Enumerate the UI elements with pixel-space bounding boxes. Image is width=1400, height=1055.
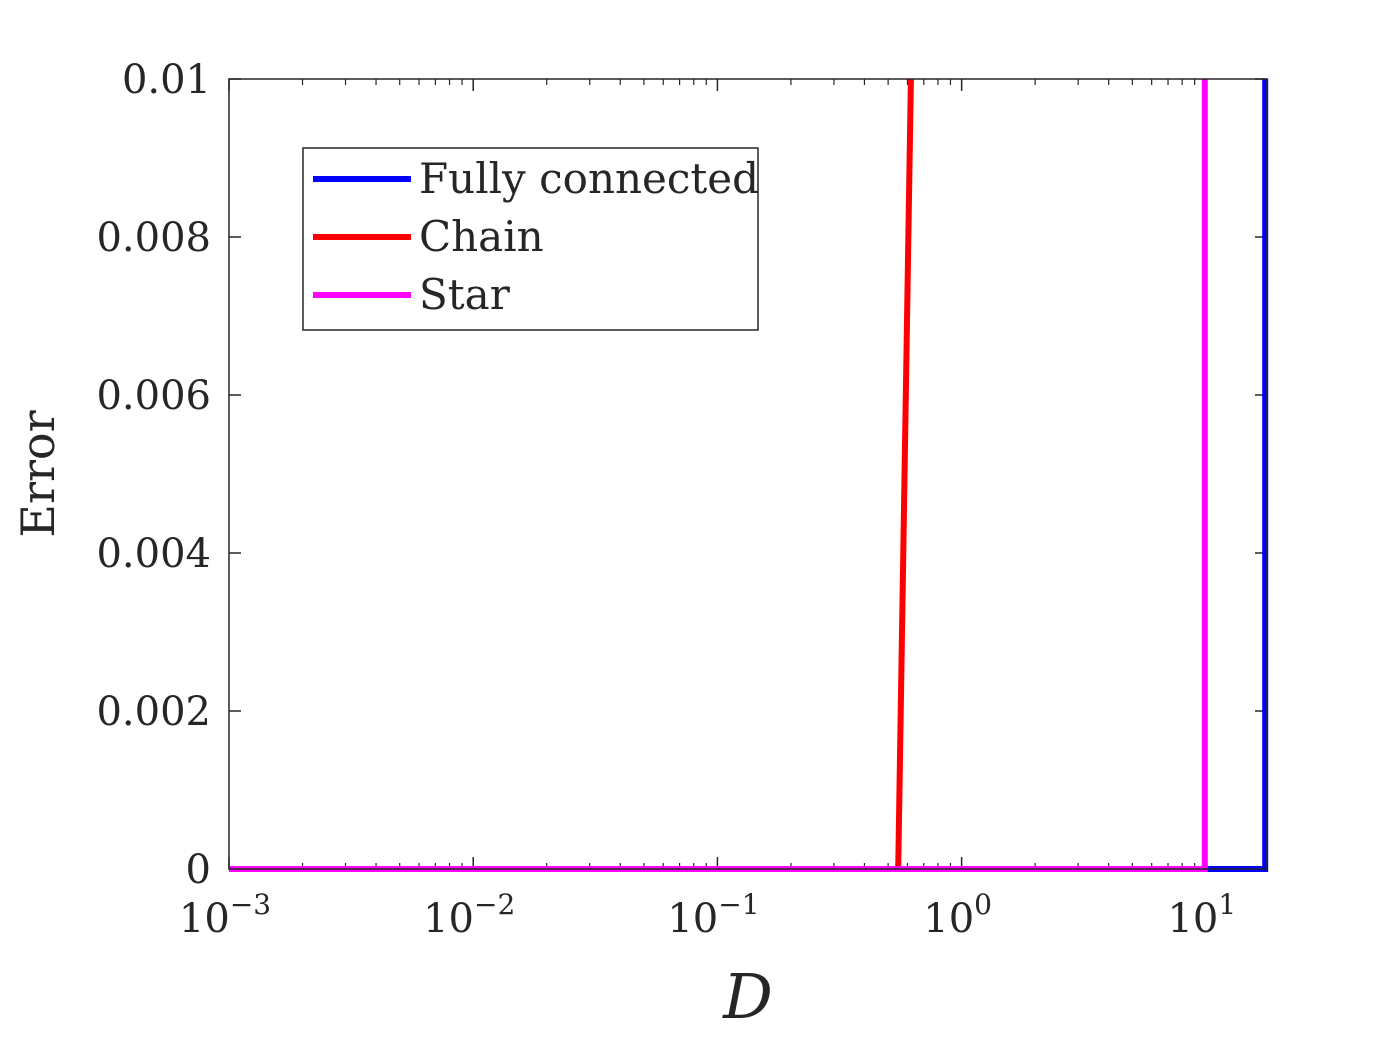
x-tick-base: 10 [667, 896, 718, 942]
axes-box [228, 78, 1268, 870]
y-tick-label: 0 [186, 847, 211, 893]
x-tick-label: 10−3 [179, 888, 271, 942]
x-tick-exponent: −2 [474, 888, 515, 921]
x-tick-exponent: 1 [1218, 888, 1236, 921]
y-axis-label: Error [11, 410, 65, 537]
legend-label: Fully connected [419, 154, 759, 203]
y-tick-label: 0.002 [96, 689, 211, 735]
legend-label: Chain [419, 212, 544, 261]
y-tick-label: 0.01 [122, 57, 211, 103]
x-axis-label: D [722, 960, 773, 1033]
x-tick-base: 10 [423, 896, 474, 942]
y-tick-label: 0.004 [96, 531, 211, 577]
x-tick-base: 10 [923, 896, 974, 942]
x-tick-base: 10 [179, 896, 230, 942]
x-tick-label: 100 [923, 888, 992, 942]
x-tick-exponent: −3 [230, 888, 271, 921]
y-tick-label: 0.008 [96, 215, 211, 261]
x-tick-labels: 10−3 10−2 10−1 100 101 [179, 888, 1236, 942]
legend-label: Star [419, 270, 511, 319]
x-tick-label: 101 [1167, 888, 1236, 942]
legend: Fully connected Chain Star [302, 147, 759, 331]
y-tick-label: 0.006 [96, 373, 211, 419]
y-tick-labels: 0 0.002 0.004 0.006 0.008 0.01 [96, 57, 211, 893]
x-tick-exponent: −1 [718, 888, 759, 921]
x-tick-label: 10−1 [667, 888, 759, 942]
x-tick-label: 10−2 [423, 888, 515, 942]
x-tick-base: 10 [1167, 896, 1218, 942]
x-tick-exponent: 0 [974, 888, 992, 921]
